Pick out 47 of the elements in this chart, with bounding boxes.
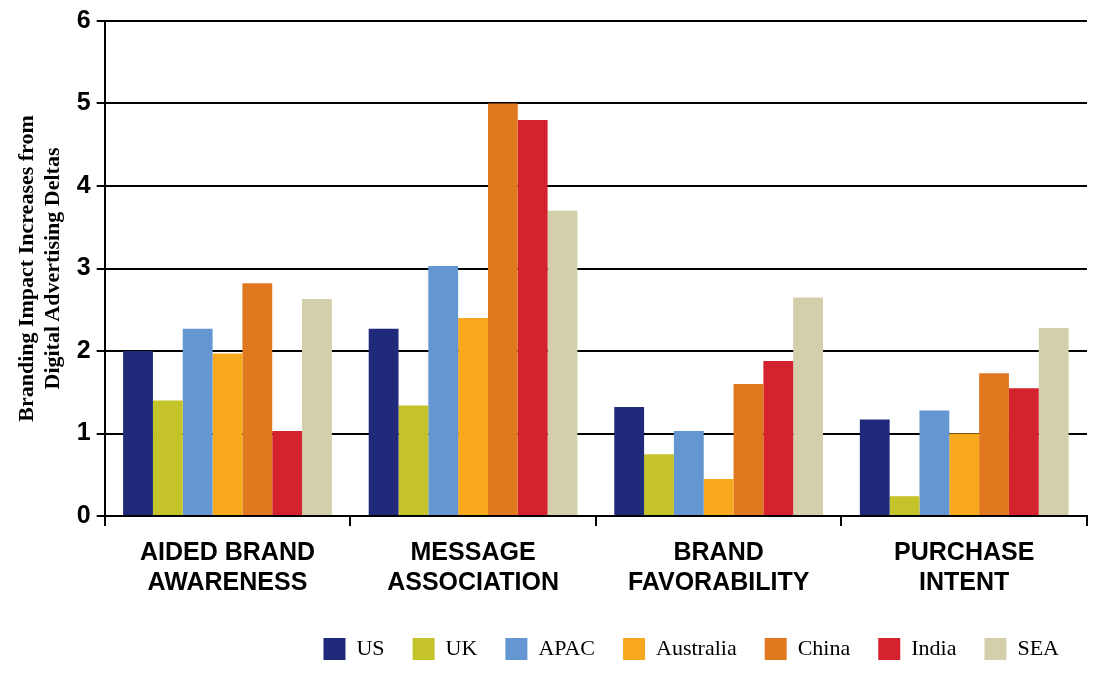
bar — [859, 419, 890, 515]
bar — [428, 266, 459, 515]
bar — [919, 410, 950, 515]
bar — [763, 360, 794, 515]
legend-label: UK — [445, 634, 478, 660]
x-tick-label: PURCHASE INTENT — [894, 536, 1035, 595]
bar — [1008, 388, 1039, 515]
bar — [212, 353, 243, 515]
bar — [487, 103, 518, 515]
bar — [517, 120, 548, 515]
bar — [614, 407, 645, 515]
bar — [368, 328, 399, 515]
bar — [793, 297, 824, 515]
y-tick-label: 1 — [76, 417, 91, 446]
legend-label: US — [356, 634, 385, 660]
y-tick-label: 4 — [76, 169, 91, 198]
bar — [703, 478, 734, 515]
bar — [123, 351, 153, 515]
y-tick-label: 2 — [76, 334, 91, 363]
legend-label: Australia — [656, 634, 737, 660]
bar — [949, 433, 980, 515]
bar — [458, 318, 488, 515]
x-tick-label: AIDED BRAND AWARENESS — [139, 536, 315, 595]
bar — [673, 431, 704, 515]
bar — [547, 210, 578, 515]
bar — [398, 405, 429, 515]
legend-label: China — [797, 634, 851, 660]
bar — [644, 454, 674, 515]
bar — [889, 496, 920, 515]
y-tick-label: 3 — [76, 252, 91, 281]
y-axis-title: Branding Impact Increases from Digital Advertising Deltas — [12, 115, 65, 422]
legend-label: APAC — [538, 634, 596, 660]
x-tick-label: MESSAGE ASSOCIATION — [387, 536, 559, 595]
bar — [733, 384, 764, 515]
y-tick-label: 0 — [76, 499, 91, 528]
y-tick-label: 6 — [76, 4, 91, 33]
bar — [242, 283, 273, 515]
y-tick-label: 5 — [76, 87, 91, 116]
bar — [302, 299, 332, 515]
x-tick-label: BRAND FAVORABILITY — [627, 536, 810, 595]
bar — [182, 328, 213, 515]
bar — [1038, 327, 1069, 515]
bar — [152, 400, 183, 515]
bar — [979, 373, 1009, 515]
legend-label: India — [911, 634, 957, 660]
bar — [272, 431, 303, 515]
legend-label: SEA — [1017, 634, 1060, 660]
